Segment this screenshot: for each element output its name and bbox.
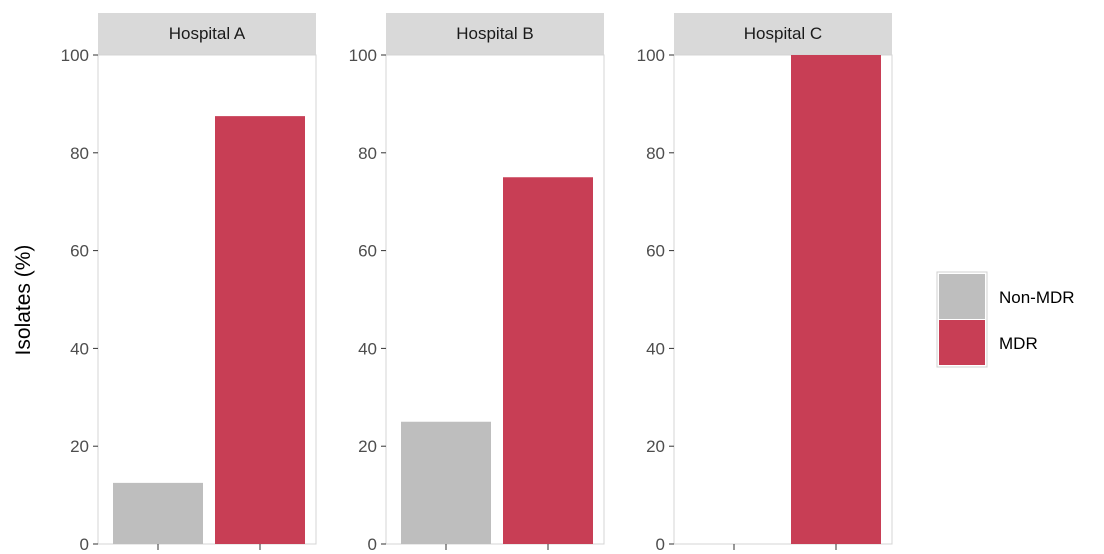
- y-tick-label: 80: [70, 144, 89, 163]
- facet-title: Hospital A: [169, 24, 246, 43]
- y-tick-label: 60: [358, 242, 377, 261]
- y-tick-label: 20: [646, 437, 665, 456]
- y-tick-label: 40: [646, 339, 665, 358]
- y-tick-label: 80: [358, 144, 377, 163]
- y-tick-label: 100: [349, 46, 377, 65]
- facet-panels: Hospital A 0 20 40 60 80 100 Hospital B 0 20 40 60 8…: [61, 13, 893, 554]
- facet-strip: [386, 13, 604, 55]
- bar-mdr: [791, 55, 881, 544]
- y-tick-label: 60: [646, 242, 665, 261]
- y-tick-label: 20: [358, 437, 377, 456]
- y-tick-label: 40: [70, 339, 89, 358]
- panel-border: [97, 54, 317, 545]
- panel-2: Hospital B 0 20 40 60 80 100: [349, 13, 605, 554]
- y-tick-label: 0: [656, 535, 665, 554]
- y-tick-label: 0: [368, 535, 377, 554]
- legend: Non-MDR MDR: [936, 271, 1075, 368]
- facet-strip: [674, 13, 892, 55]
- legend-key-mdr: [939, 320, 985, 365]
- panel-3: Hospital C 0 20 40 60 80 100: [637, 13, 893, 554]
- panel-1: Hospital A 0 20 40 60 80 100: [61, 13, 317, 554]
- facet-title: Hospital B: [456, 24, 533, 43]
- y-tick-label: 0: [80, 535, 89, 554]
- y-axis-title: Isolates (%): [12, 245, 35, 356]
- bar-non-mdr: [401, 421, 491, 544]
- panel-border: [673, 54, 893, 545]
- y-tick-label: 80: [646, 144, 665, 163]
- legend-label-mdr: MDR: [999, 334, 1038, 353]
- facet-strip: [98, 13, 316, 55]
- legend-key-non-mdr: [939, 274, 985, 319]
- y-tick-label: 20: [70, 437, 89, 456]
- bar-non-mdr: [113, 482, 203, 544]
- y-tick-label: 40: [358, 339, 377, 358]
- y-tick-label: 100: [637, 46, 665, 65]
- y-tick-label: 100: [61, 46, 89, 65]
- bar-mdr: [503, 177, 593, 544]
- legend-label-non-mdr: Non-MDR: [999, 288, 1075, 307]
- bar-mdr: [215, 116, 305, 544]
- facet-title: Hospital C: [744, 24, 822, 43]
- y-tick-label: 60: [70, 242, 89, 261]
- panel-border: [385, 54, 605, 545]
